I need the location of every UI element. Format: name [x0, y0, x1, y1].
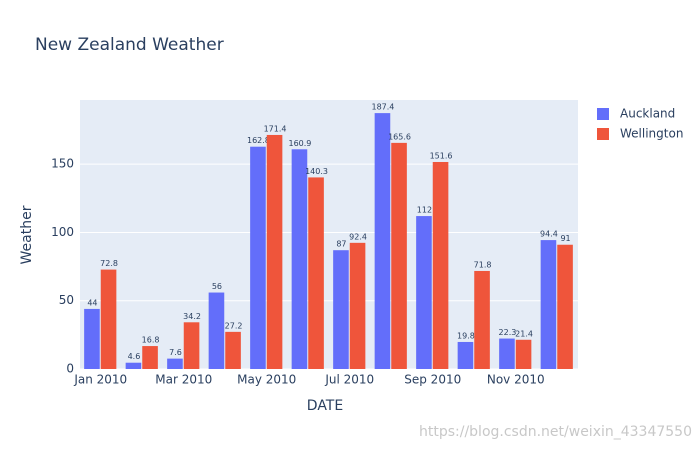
data-label: 160.9 [288, 139, 311, 148]
data-label: 187.4 [371, 103, 394, 112]
data-label: 171.4 [264, 124, 287, 133]
data-label: 21.4 [515, 329, 533, 338]
y-tick-label: 100 [51, 225, 74, 239]
bar [208, 292, 225, 369]
data-label: 56 [212, 282, 222, 291]
data-label: 151.6 [430, 151, 453, 160]
bar [515, 339, 532, 369]
data-label: 140.3 [305, 167, 328, 176]
x-tick-label: Mar 2010 [155, 373, 212, 387]
data-label: 94.4 [540, 230, 558, 239]
y-tick-label: 0 [66, 362, 74, 376]
plot-area [80, 100, 578, 369]
bar [432, 161, 449, 369]
data-label: 91 [560, 234, 570, 243]
data-label: 4.6 [128, 352, 141, 361]
data-label: 34.2 [183, 312, 201, 321]
bar [308, 177, 324, 369]
bar [416, 216, 432, 369]
data-label: 71.8 [474, 260, 492, 269]
x-tick-label: May 2010 [237, 373, 296, 387]
x-tick-label: Jul 2010 [324, 373, 374, 387]
legend-label: Auckland [620, 107, 675, 121]
bar [557, 244, 573, 369]
legend-swatch [597, 108, 609, 120]
bar [183, 322, 200, 369]
bar [250, 146, 266, 369]
y-tick-label: 50 [59, 293, 74, 307]
x-axis-title: DATE [307, 398, 343, 414]
watermark: https://blog.csdn.net/weixin_43347550 [419, 424, 692, 440]
y-tick-label: 150 [51, 157, 74, 171]
x-tick-label: Jan 2010 [73, 373, 127, 387]
bar [100, 269, 117, 369]
data-label: 72.8 [100, 259, 118, 268]
data-label: 87 [336, 240, 346, 249]
bar [266, 134, 283, 369]
bar [540, 240, 557, 369]
chart-title: New Zealand Weather [35, 35, 224, 55]
bar [349, 242, 366, 369]
bar [457, 341, 474, 369]
data-label: 27.2 [225, 321, 243, 330]
legend-label: Wellington [620, 127, 683, 141]
data-label: 7.6 [169, 348, 182, 357]
bar [499, 338, 515, 369]
data-label: 112 [417, 206, 432, 215]
data-label: 44 [87, 298, 97, 307]
y-axis-title: Weather [19, 205, 35, 264]
bar [291, 149, 308, 369]
bar [474, 270, 490, 369]
data-label: 162.8 [247, 136, 270, 145]
bar [84, 308, 100, 369]
bar [167, 358, 183, 369]
bar [333, 250, 349, 369]
data-label: 22.3 [499, 328, 517, 337]
data-label: 165.6 [388, 132, 411, 141]
data-label: 19.8 [457, 331, 475, 340]
data-label: 92.4 [349, 232, 367, 241]
x-tick-label: Nov 2010 [487, 373, 545, 387]
bar [391, 142, 407, 369]
bar [225, 331, 241, 369]
bar [125, 362, 142, 369]
legend-swatch [597, 128, 609, 140]
bar [142, 346, 158, 369]
bar [374, 113, 391, 369]
x-tick-label: Sep 2010 [404, 373, 461, 387]
data-label: 16.8 [142, 336, 160, 345]
